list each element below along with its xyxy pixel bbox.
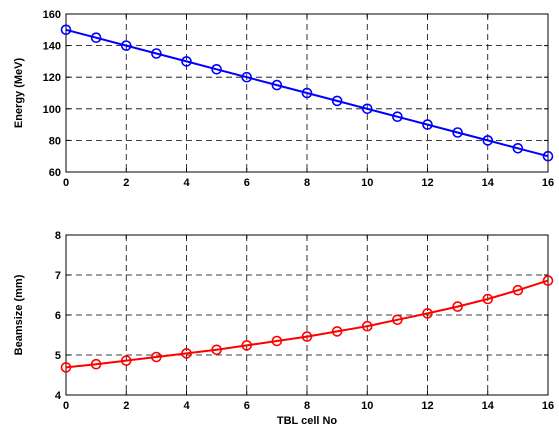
beamsize-data-point: [271, 335, 283, 347]
energy-y-tick-label: 120: [43, 72, 61, 84]
energy-x-tick-label: 16: [542, 177, 554, 189]
energy-data-point: [211, 64, 222, 75]
energy-y-tick-label: 140: [43, 41, 61, 53]
energy-x-tick-label: 12: [421, 177, 433, 189]
beamsize-data-point: [422, 308, 433, 319]
beamsize-data-point: [151, 351, 162, 363]
energy-x-tick-label: 8: [304, 177, 310, 189]
beamsize-x-axis-label: TBL cell No: [277, 415, 338, 427]
energy-x-tick-label: 2: [123, 177, 129, 189]
beamsize-x-tick-label: 6: [244, 400, 250, 412]
energy-data-point: [271, 79, 283, 91]
energy-data-point: [90, 32, 102, 44]
beamsize-data-point: [542, 275, 554, 286]
beamsize-x-tick-label: 0: [63, 400, 69, 412]
energy-data-point: [482, 135, 494, 146]
beamsize-y-tick-label: 7: [55, 270, 61, 282]
energy-series-line: [65, 28, 549, 158]
beamsize-y-tick-label: 6: [55, 310, 61, 322]
energy-data-point: [120, 40, 132, 51]
energy-y-tick-label: 100: [43, 104, 61, 116]
energy-x-tick-label: 0: [63, 177, 69, 189]
beamsize-data-point: [60, 362, 72, 373]
energy-data-point: [422, 119, 433, 130]
beamsize-x-tick-label: 2: [123, 400, 129, 412]
beamsize-data-point: [120, 355, 132, 366]
beamsize-y-axis-label: Beamsize (mm): [13, 274, 25, 355]
energy-y-tick-label: 160: [43, 9, 61, 21]
energy-data-point: [331, 95, 343, 107]
beamsize-data-point: [392, 314, 403, 326]
beamsize-series-line: [65, 279, 549, 369]
energy-data-point: [241, 71, 253, 83]
energy-y-tick-label: 80: [49, 135, 61, 147]
beamsize-data-point: [331, 326, 343, 337]
beamsize-data-point: [301, 331, 313, 342]
energy-x-tick-label: 4: [183, 177, 190, 189]
beamsize-y-tick-label: 4: [55, 390, 62, 402]
beamsize-data-point: [361, 320, 373, 332]
energy-x-tick-label: 14: [482, 177, 495, 189]
energy-data-point: [151, 48, 162, 59]
beamsize-data-point: [452, 301, 463, 312]
energy-x-tick-label: 10: [361, 177, 373, 189]
energy-x-tick-label: 6: [244, 177, 250, 189]
energy-data-point: [301, 87, 313, 99]
beamsize-x-tick-label: 16: [542, 400, 554, 412]
beamsize-data-point: [181, 348, 192, 359]
beamsize-data-point: [482, 293, 494, 305]
energy-y-axis-label: Energy (MeV): [13, 58, 25, 129]
beamsize-x-tick-label: 14: [482, 400, 495, 412]
beamsize-data-point: [241, 340, 253, 351]
energy-chart: 0 2 4 6 8 10 12 14 16 60 80 100 120 140 160 Energy (MeV…: [13, 9, 554, 189]
energy-data-point: [392, 111, 403, 122]
beamsize-chart: 0 2 4 6 8 10 12 14 16 4 5 6 7 8 Beamsize (mm) TBL cell …: [13, 230, 554, 427]
beamsize-x-tick-label: 10: [361, 400, 373, 412]
energy-data-point: [181, 56, 192, 67]
beamsize-x-tick-label: 12: [421, 400, 433, 412]
beamsize-data-point: [512, 284, 524, 296]
energy-data-point: [361, 103, 373, 115]
energy-y-tick-label: 60: [49, 167, 61, 179]
energy-data-point: [452, 127, 463, 138]
beamsize-y-tick-label: 8: [55, 230, 61, 242]
beamsize-x-tick-label: 4: [183, 400, 190, 412]
energy-data-point: [542, 150, 554, 162]
beamsize-data-point: [90, 358, 102, 370]
beamsize-y-tick-label: 5: [55, 350, 61, 362]
beamsize-x-tick-label: 8: [304, 400, 310, 412]
energy-data-point: [512, 143, 524, 154]
beamsize-data-point: [211, 344, 222, 356]
energy-data-point: [60, 24, 72, 36]
